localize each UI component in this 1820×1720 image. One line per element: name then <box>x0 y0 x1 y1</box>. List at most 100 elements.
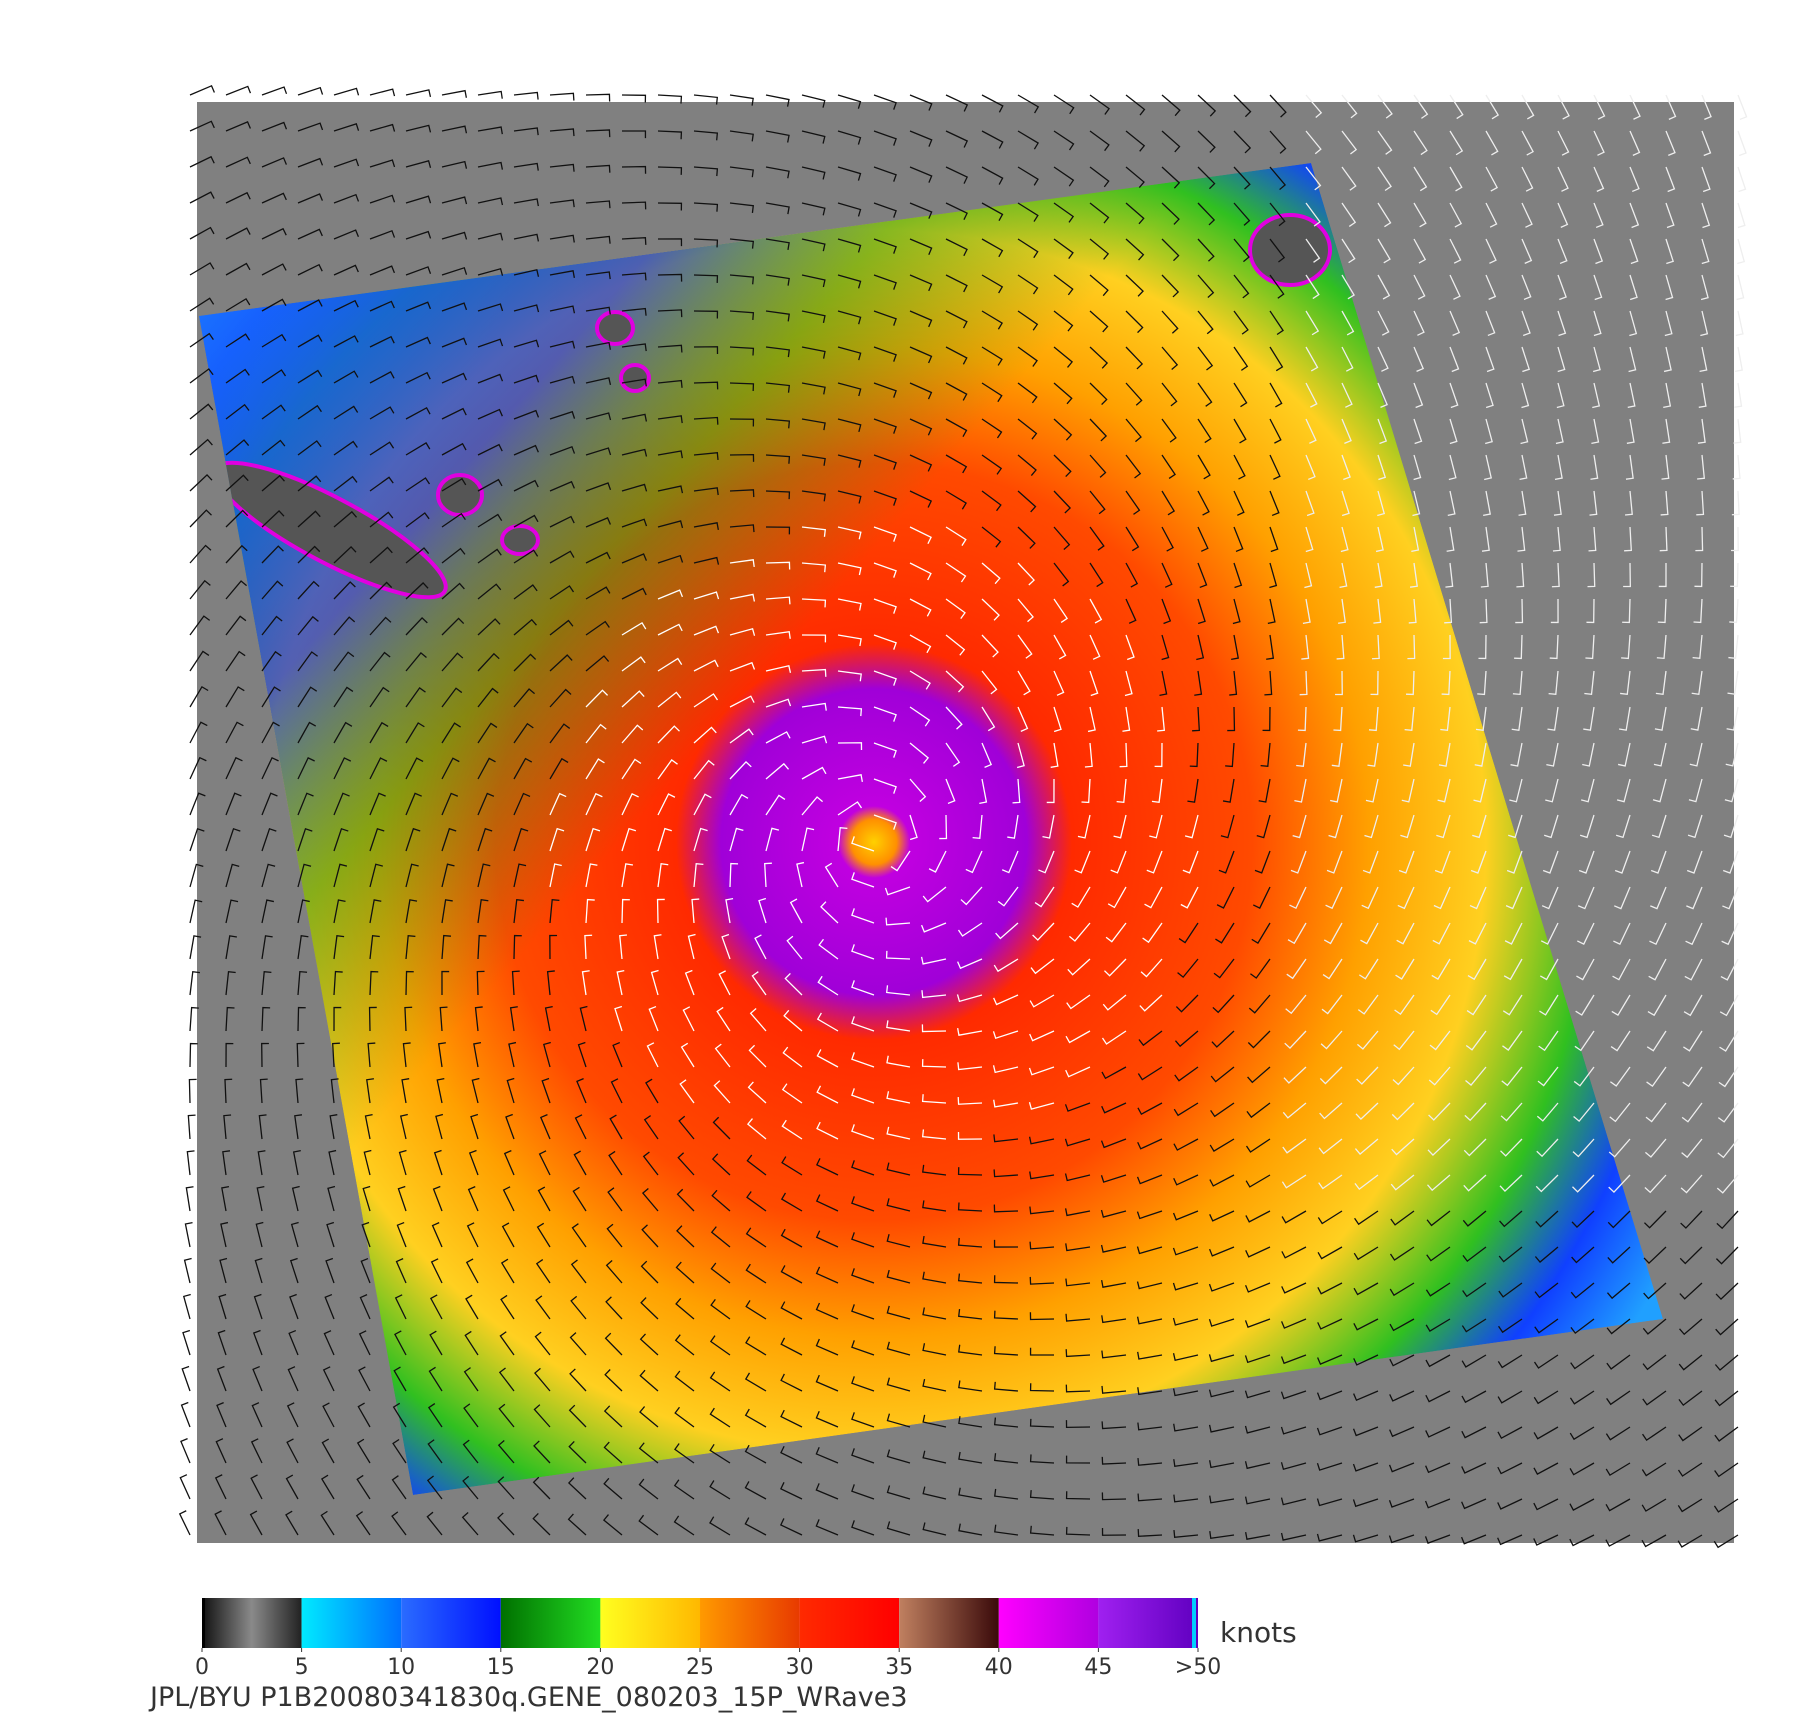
wind-barb <box>729 627 756 636</box>
wind-barb <box>801 796 824 816</box>
wind-barb <box>441 302 468 312</box>
wind-barb <box>957 1097 983 1105</box>
wind-barb <box>873 706 897 722</box>
wind-barb <box>851 1412 875 1428</box>
wind-barb <box>477 408 503 420</box>
wind-barb <box>729 593 756 602</box>
wind-barb <box>1305 166 1322 191</box>
wind-barb <box>549 234 575 243</box>
wind-barb <box>729 346 755 356</box>
wind-barb <box>1245 1210 1271 1223</box>
wind-barb <box>640 1260 659 1284</box>
wind-barb <box>1724 778 1739 803</box>
wind-barb <box>744 1444 767 1464</box>
wind-barb <box>549 340 576 349</box>
wind-barb <box>261 580 284 600</box>
wind-barb <box>765 794 786 816</box>
wind-barb <box>513 268 540 277</box>
wind-barb <box>1537 1066 1559 1087</box>
wind-barb <box>1317 1246 1343 1260</box>
wind-barb <box>873 454 897 470</box>
wind-barb <box>1449 202 1463 228</box>
wind-barb <box>1480 562 1489 588</box>
wind-barb <box>1516 562 1525 588</box>
wind-barb <box>945 418 968 438</box>
wind-barb <box>252 1329 263 1356</box>
wind-barb <box>1139 994 1163 1012</box>
wind-barb <box>513 549 539 564</box>
wind-barb <box>549 92 575 101</box>
wind-barb <box>981 94 1004 113</box>
wind-barb <box>1505 886 1523 910</box>
wind-barb <box>1299 670 1308 696</box>
wind-barb <box>477 722 498 744</box>
wind-barb <box>1473 778 1487 803</box>
wind-barb <box>369 792 386 816</box>
wind-barb <box>1053 274 1074 296</box>
wind-barb <box>1305 526 1314 553</box>
wind-barb <box>1655 670 1667 695</box>
wind-barb <box>1678 1426 1703 1442</box>
wind-barb <box>1029 1241 1055 1250</box>
colorbar-segment <box>401 1598 501 1648</box>
wind-barb <box>1137 1066 1163 1081</box>
wind-barb <box>1534 1318 1559 1334</box>
wind-barb <box>297 686 318 708</box>
wind-barb <box>1574 1030 1595 1052</box>
wind-barb <box>333 264 359 276</box>
wind-barb <box>693 130 719 141</box>
wind-barb <box>886 1126 911 1140</box>
wind-barb <box>1570 1318 1595 1335</box>
wind-barb <box>1029 1312 1055 1321</box>
wind-barb <box>693 202 719 212</box>
wind-barb <box>513 91 539 100</box>
wind-barb <box>851 1196 875 1212</box>
wind-barb <box>189 297 215 312</box>
wind-barb <box>1244 1390 1271 1399</box>
wind-barb <box>1029 1490 1055 1500</box>
wind-barb <box>513 304 540 313</box>
wind-barb <box>673 1479 695 1500</box>
wind-barb <box>1305 490 1315 517</box>
wind-barb <box>1017 598 1034 623</box>
wind-barb <box>1355 1102 1379 1120</box>
wind-barb <box>1325 886 1343 910</box>
wind-barb <box>1352 1498 1379 1508</box>
wind-barb <box>1161 490 1176 516</box>
wind-barb <box>765 346 790 358</box>
wind-barb <box>1066 994 1091 1010</box>
wind-barb <box>1017 274 1039 295</box>
wind-barb <box>367 1042 376 1068</box>
wind-barb <box>729 94 754 106</box>
wind-barb <box>945 238 968 257</box>
wind-barb <box>1485 130 1499 156</box>
wind-barb <box>1543 814 1559 839</box>
wind-barb <box>1137 1422 1163 1431</box>
wind-barb <box>653 934 662 960</box>
wind-barb <box>657 520 684 529</box>
wind-barb <box>1317 1354 1343 1365</box>
wind-barb <box>513 233 540 242</box>
wind-barb <box>1395 958 1415 980</box>
wind-barb <box>1432 922 1451 945</box>
wind-barb <box>576 1078 587 1104</box>
wind-barb <box>709 1335 731 1356</box>
wind-barb <box>405 477 431 492</box>
wind-barb <box>1518 490 1527 516</box>
caption: JPL/BYU P1B20080341830q.GENE_080203_15P_… <box>148 1682 908 1713</box>
wind-barb <box>657 309 683 318</box>
wind-barb <box>1616 778 1631 803</box>
wind-barb <box>1029 1383 1055 1392</box>
wind-barb <box>1430 994 1451 1016</box>
wind-barb <box>815 1302 839 1320</box>
wind-barb <box>186 1150 195 1176</box>
wind-barb <box>1593 166 1605 192</box>
wind-barb <box>1413 274 1426 300</box>
wind-barb <box>657 759 678 780</box>
wind-barb <box>1659 526 1668 552</box>
wind-barb <box>1017 562 1035 586</box>
wind-barb <box>1208 1424 1235 1433</box>
wind-barb <box>1028 1066 1055 1076</box>
wind-barb <box>1017 526 1036 549</box>
wind-barb <box>1464 1102 1487 1122</box>
